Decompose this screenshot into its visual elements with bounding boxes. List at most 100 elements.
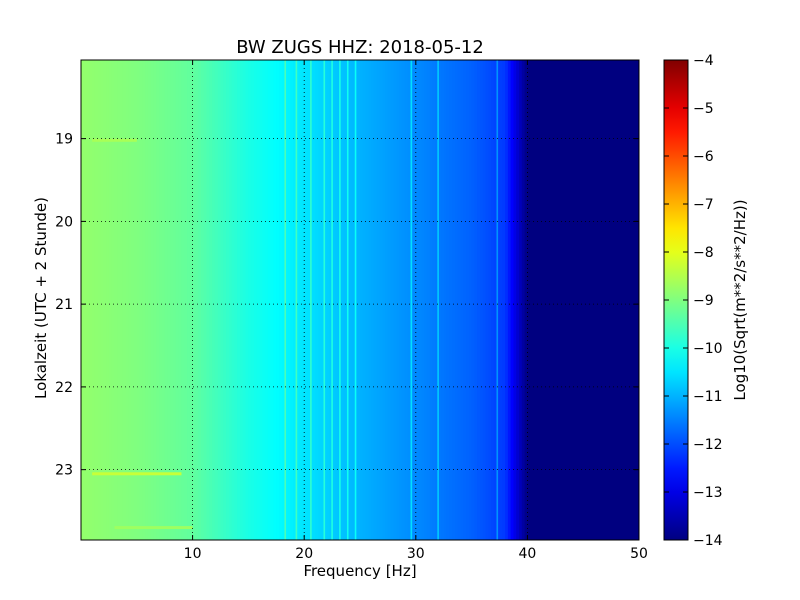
spectrogram-column (161, 60, 166, 540)
x-tick-label: 10 (184, 546, 202, 562)
spectrogram-column (449, 60, 453, 540)
spectrogram-column (159, 60, 163, 540)
spectrogram-column (463, 60, 467, 540)
spectrogram-column (566, 60, 570, 540)
transient-event (114, 526, 193, 530)
spectrogram-column (259, 60, 263, 540)
spectrogram-column (407, 60, 411, 540)
spectrogram-column (524, 60, 528, 540)
spectrogram-column (125, 60, 130, 540)
spectrogram-column (136, 60, 141, 540)
spectrogram-column (438, 60, 442, 540)
plot-grid (81, 60, 639, 540)
spectrogram-column (360, 60, 364, 540)
spectrogram-column (627, 60, 632, 540)
spectrogram-column (585, 60, 590, 540)
spectrogram-column (426, 60, 431, 540)
y-tick-label: 21 (55, 297, 73, 313)
colorbar-tick-label: −7 (693, 197, 714, 213)
colorbar-tick-label: −5 (693, 101, 714, 117)
spectral-line (295, 60, 298, 540)
spectrogram-column (622, 60, 626, 540)
spectrogram-column (555, 60, 559, 540)
spectrogram-column (499, 60, 503, 540)
spectrogram-column (362, 60, 367, 540)
spectrogram-column (86, 60, 90, 540)
spectrogram-column (203, 60, 208, 540)
spectrogram-column (267, 60, 272, 540)
spectrogram-column (432, 60, 436, 540)
spectrogram-column (223, 60, 227, 540)
y-axis: 19 20 21 22 23 (55, 132, 639, 479)
spectrogram-column (365, 60, 369, 540)
spectrogram-column (527, 60, 531, 540)
y-tick-label: 20 (55, 214, 73, 230)
spectrogram-column (583, 60, 587, 540)
spectrogram-column (134, 60, 138, 540)
spectrogram-column (440, 60, 445, 540)
spectrogram-column (491, 60, 495, 540)
spectrogram-column (546, 60, 551, 540)
spectrogram-column (306, 60, 311, 540)
x-axis: 10 20 30 40 50 (184, 60, 648, 562)
spectrogram-column (228, 60, 233, 540)
spectrogram-column (312, 60, 316, 540)
spectrogram-column (89, 60, 93, 540)
spectrogram-column (507, 60, 512, 540)
spectrogram-column (100, 60, 104, 540)
spectrogram-column (251, 60, 255, 540)
spectrogram-column (323, 60, 328, 540)
spectrogram-column (187, 60, 191, 540)
colorbar-tick-label: −11 (693, 389, 723, 405)
spectrogram-column (326, 60, 330, 540)
spectrogram-column (248, 60, 252, 540)
spectrogram-column (139, 60, 143, 540)
spectrogram-column (212, 60, 216, 540)
spectrogram-column (413, 60, 417, 540)
spectrogram-column (195, 60, 199, 540)
spectral-line (284, 60, 287, 540)
spectrogram-column (348, 60, 353, 540)
spectrogram-column (170, 60, 174, 540)
spectrogram-column (206, 60, 210, 540)
spectrogram-column (466, 60, 470, 540)
spectrogram-column (496, 60, 501, 540)
spectrogram-column (128, 60, 132, 540)
y-tick-label: 22 (55, 380, 73, 396)
spectrogram-column (371, 60, 375, 540)
spectrogram-column (429, 60, 434, 540)
spectrogram-column (368, 60, 372, 540)
spectrogram-column (493, 60, 498, 540)
colorbar-tick-label: −13 (693, 485, 723, 501)
transient-event (92, 472, 182, 476)
spectrogram-column (153, 60, 157, 540)
spectrogram-column (443, 60, 448, 540)
spectrogram-column (611, 60, 615, 540)
y-tick-label: 19 (55, 132, 73, 148)
spectrogram-column (343, 60, 347, 540)
spectrogram-column (273, 60, 277, 540)
spectrogram-column (231, 60, 236, 540)
spectrogram-column (482, 60, 487, 540)
spectrogram-column (106, 60, 110, 540)
spectrogram-column (315, 60, 319, 540)
spectrogram-column (608, 60, 612, 540)
spectrogram-column (457, 60, 462, 540)
spectrogram-column (625, 60, 629, 540)
spectrogram-column (594, 60, 598, 540)
spectrogram-column (334, 60, 339, 540)
spectrogram-column (460, 60, 464, 540)
spectrogram-column (558, 60, 562, 540)
spectrogram-column (474, 60, 478, 540)
spectrogram-column (240, 60, 244, 540)
spectrogram-column (304, 60, 308, 540)
spectrogram-column (577, 60, 582, 540)
spectrogram-column (120, 60, 124, 540)
colorbar-tick-label: −6 (693, 149, 714, 165)
spectrogram-column (373, 60, 378, 540)
spectrogram-column (270, 60, 275, 540)
spectrogram-column (502, 60, 506, 540)
spectrogram-column (131, 60, 135, 540)
spectrogram-column (479, 60, 484, 540)
